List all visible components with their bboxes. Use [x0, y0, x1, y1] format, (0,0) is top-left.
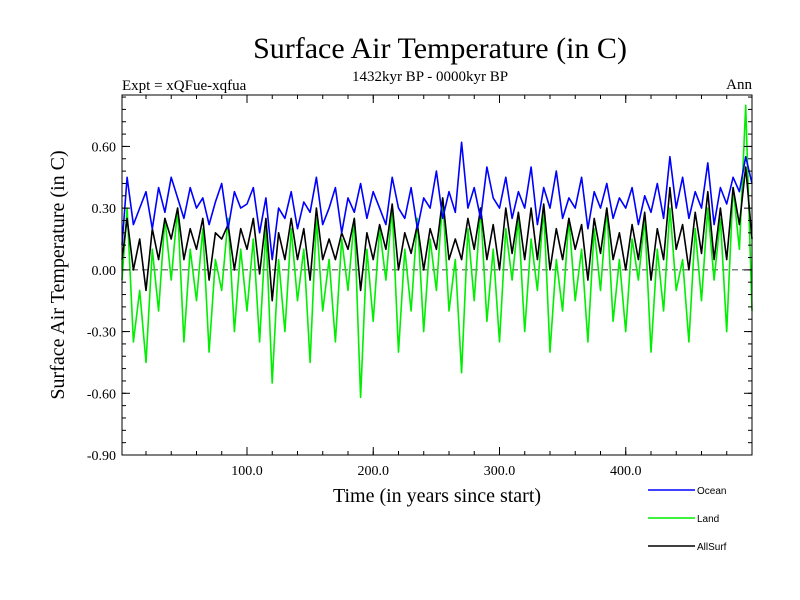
legend-label-allsurf: AllSurf: [697, 542, 727, 553]
legend-label-ocean: Ocean: [697, 486, 726, 497]
y-axis-label: Surface Air Temperature (in C): [47, 150, 69, 399]
x-tick-label: 400.0: [610, 464, 642, 479]
chart-title: Surface Air Temperature (in C): [253, 32, 627, 65]
legend: Ocean Land AllSurf: [648, 486, 727, 553]
y-tick-label: -0.90: [87, 449, 116, 464]
x-tick-label: 300.0: [484, 464, 516, 479]
y-tick-label: 0.30: [92, 202, 117, 217]
x-tick-label: 200.0: [357, 464, 389, 479]
x-axis-label: Time (in years since start): [333, 485, 541, 507]
series-line-ocean: [121, 141, 753, 261]
series-line-allsurf: [121, 166, 753, 302]
time-range-label: 1432kyr BP - 0000kyr BP: [352, 69, 508, 85]
x-tick-label: 100.0: [231, 464, 263, 479]
x-axis: 100.0 200.0 300.0 400.0: [145, 95, 728, 479]
series-line-land: [121, 104, 753, 399]
season-label: Ann: [726, 77, 752, 93]
y-tick-label: 0.00: [92, 264, 117, 279]
plot-frame: [121, 94, 753, 456]
y-tick-label: 0.60: [92, 140, 117, 155]
y-tick-label: -0.30: [87, 326, 116, 341]
plot-area: [121, 104, 753, 399]
y-tick-label: -0.60: [87, 387, 116, 402]
experiment-label: Expt = xQFue-xqfua: [122, 78, 247, 94]
legend-label-land: Land: [697, 514, 719, 525]
y-axis: -0.90 -0.60 -0.30 0.00 0.30 0.60: [87, 96, 752, 464]
